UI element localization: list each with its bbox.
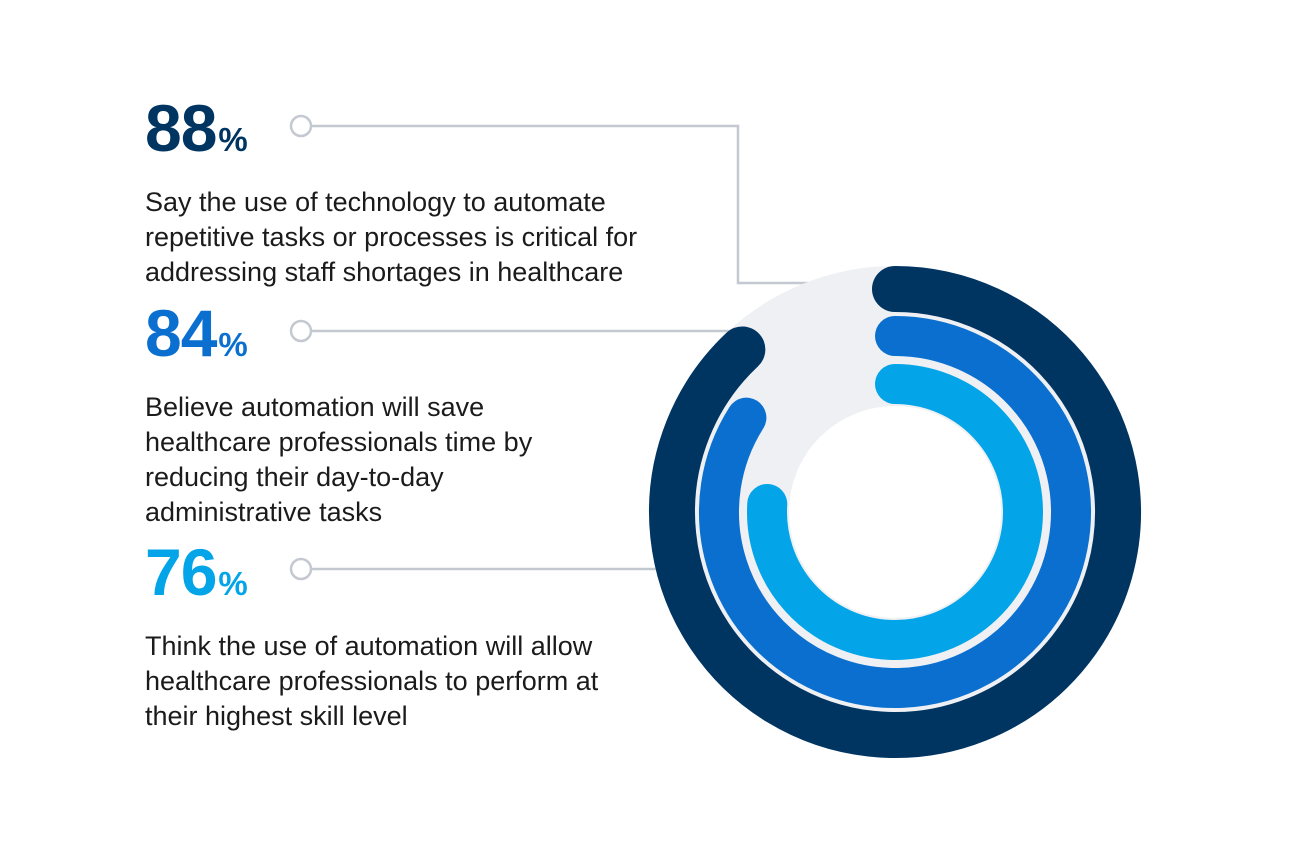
percent-sign-1: % <box>218 121 247 158</box>
stat-block-3: 76% Think the use of automation will all… <box>145 539 615 734</box>
ring-arc-3 <box>747 364 1043 660</box>
ring-arc-1 <box>649 266 1141 758</box>
ring-arcs <box>649 266 1141 758</box>
stat-number-2: 84 <box>145 296 217 370</box>
connector-line-1 <box>311 124 872 285</box>
stat-number-3: 76 <box>145 535 217 609</box>
stat-value-1: 88% <box>145 95 705 173</box>
stat-block-2: 84% Believe automation will save healthc… <box>145 300 615 530</box>
stat-value-3: 76% <box>145 539 615 617</box>
stat-number-1: 88 <box>145 91 217 165</box>
stat-description-3: Think the use of automation will allow h… <box>145 631 599 731</box>
percent-sign-2: % <box>218 326 247 363</box>
percent-sign-3: % <box>218 565 247 602</box>
stat-value-2: 84% <box>145 300 615 378</box>
ring-arc-2 <box>699 316 1091 708</box>
stat-block-1: 88% Say the use of technology to automat… <box>145 95 705 290</box>
stat-description-2: Believe automation will save healthcare … <box>145 392 533 527</box>
stat-description-1: Say the use of technology to automate re… <box>145 187 638 287</box>
